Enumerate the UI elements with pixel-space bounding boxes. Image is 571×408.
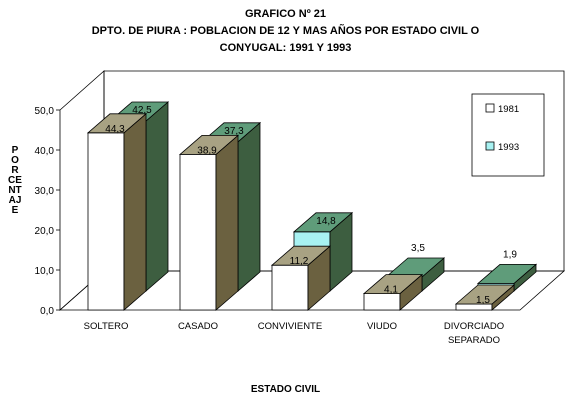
bar-1981-front	[271, 264, 309, 311]
bar-1993-top	[476, 263, 538, 284]
y-tick-label: 0,0	[40, 306, 54, 317]
y-tick-label: 50,0	[35, 106, 55, 117]
bar-1993-side	[145, 101, 169, 292]
x-tick-label: SEPARADO	[448, 335, 500, 346]
data-label-1993: 14,8	[316, 216, 336, 227]
x-tick-label: CONVIVIENTE	[258, 321, 322, 332]
bar-1981-front	[179, 153, 217, 311]
chart-subtitle-line-1: DPTO. DE PIURA : POBLACION DE 12 Y MAS A…	[91, 25, 480, 37]
bar-1981-top	[454, 284, 516, 305]
x-tick-label: SOLTERO	[84, 321, 129, 332]
bar-1981-top	[270, 245, 332, 266]
x-tick-label: VIUDO	[367, 321, 397, 332]
bar-1993-top	[292, 212, 354, 233]
data-label-1993: 3,5	[411, 243, 425, 254]
data-label-1981: 38,9	[197, 145, 217, 156]
bar-1981-side	[215, 134, 239, 311]
legend-box	[471, 93, 545, 177]
bar-1981-top	[178, 134, 240, 155]
legend-swatch-1993	[485, 141, 495, 151]
data-label-1993: 42,5	[132, 105, 152, 116]
x-tick-label: DIVORCIADO	[444, 321, 504, 332]
chart-subtitle-line-2: CONYUGAL: 1991 Y 1993	[219, 42, 352, 54]
legend-label-1981: 1981	[498, 104, 519, 115]
data-label-1993: 1,9	[503, 249, 517, 260]
y-tick-label: 10,0	[35, 266, 55, 277]
data-label-1981: 44,3	[105, 124, 125, 135]
legend-label-1993: 1993	[498, 142, 519, 153]
data-label-1981: 1,5	[476, 295, 490, 306]
y-axis-label: PORCENTAJE	[8, 145, 22, 216]
bar-1981-side	[123, 112, 147, 311]
y-tick-label: 30,0	[35, 186, 55, 197]
bar-1981-front	[87, 132, 125, 311]
data-label-1993: 37,3	[224, 126, 244, 137]
x-tick-label: CASADO	[178, 321, 218, 332]
y-tick-label: 20,0	[35, 226, 55, 237]
x-axis-label: ESTADO CIVIL	[250, 384, 321, 395]
legend-swatch-1981	[485, 103, 495, 113]
data-label-1981: 11,2	[290, 256, 309, 267]
y-tick-label: 40,0	[35, 146, 55, 157]
chart-title: GRAFICO Nº 21	[244, 8, 327, 20]
bar-1981-front	[363, 293, 401, 311]
bar-1993-side	[237, 121, 261, 292]
bar-1981-top	[86, 113, 148, 134]
data-label-1981: 4,1	[384, 285, 398, 296]
bar-1981-top	[362, 274, 424, 295]
